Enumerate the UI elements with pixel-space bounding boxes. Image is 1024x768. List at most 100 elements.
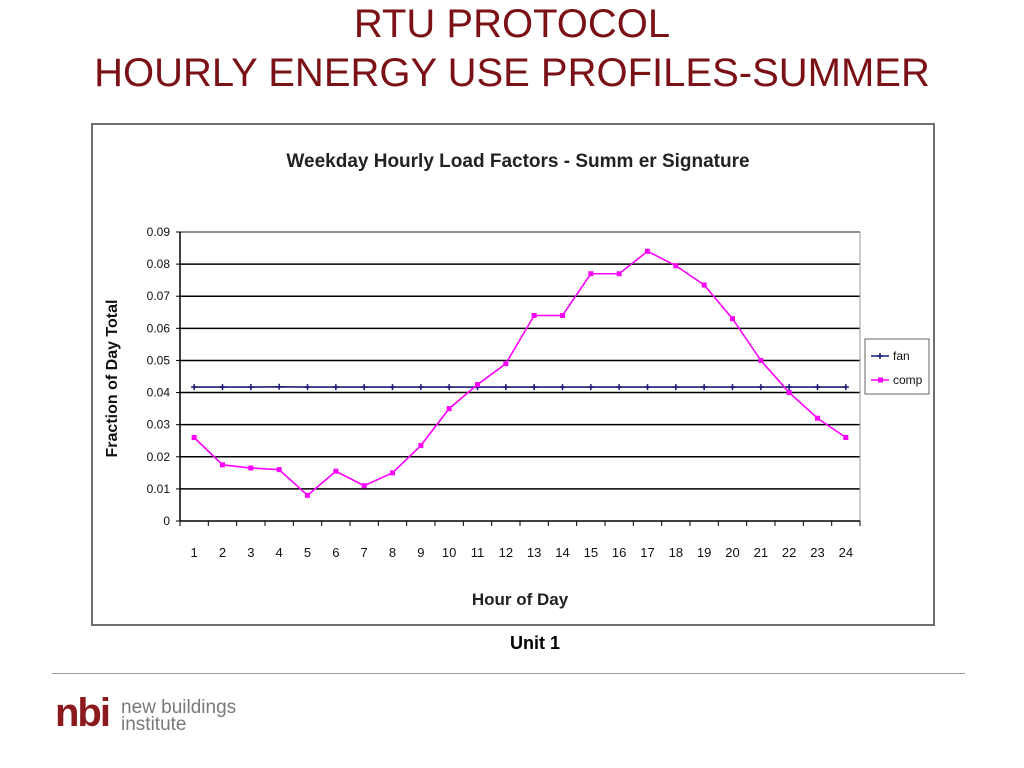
x-tick-label: 17 <box>640 545 654 560</box>
x-tick-label: 16 <box>612 545 626 560</box>
y-tick-label: 0.06 <box>147 321 171 335</box>
data-point-comp <box>616 271 622 277</box>
x-tick-label: 12 <box>499 545 513 560</box>
y-tick-label: 0.09 <box>147 225 171 239</box>
data-point-fan <box>616 384 623 391</box>
data-point-fan <box>219 384 226 391</box>
x-tick-label: 8 <box>389 545 396 560</box>
legend-label: fan <box>893 349 910 363</box>
data-point-fan <box>446 384 453 391</box>
x-tick-label: 18 <box>669 545 683 560</box>
data-point-fan <box>644 384 651 391</box>
data-point-fan <box>247 384 254 391</box>
x-tick-label: 2 <box>219 545 226 560</box>
chart-frame: Weekday Hourly Load Factors - Summ er Si… <box>91 123 935 626</box>
slide-title-line-1: RTU PROTOCOL <box>353 2 671 46</box>
data-point-comp <box>475 382 480 388</box>
x-tick-label: 5 <box>304 545 311 560</box>
legend-swatch-marker <box>877 353 883 359</box>
data-point-comp <box>531 312 537 318</box>
data-point-comp <box>305 492 310 498</box>
x-tick-label: 20 <box>725 545 739 560</box>
data-point-comp <box>758 357 764 363</box>
data-point-comp <box>588 271 594 277</box>
data-point-comp <box>333 468 339 474</box>
chart-caption: Unit 1 <box>509 633 560 653</box>
data-point-comp <box>191 435 197 441</box>
y-tick-label: 0.02 <box>147 450 171 464</box>
x-tick-label: 24 <box>839 545 853 560</box>
data-point-comp <box>446 406 452 412</box>
data-point-fan <box>389 384 396 391</box>
data-point-comp <box>248 465 254 471</box>
slide-title: RTU PROTOCOL HOURLY ENERGY USE PROFILES-… <box>0 0 1024 98</box>
data-point-fan <box>417 384 424 391</box>
logo-text: new buildings institute <box>121 697 237 735</box>
data-point-fan <box>729 384 736 391</box>
legend-box <box>864 338 930 395</box>
logo-mark: nbi <box>55 691 111 735</box>
x-tick-label: 9 <box>417 545 424 560</box>
data-point-comp <box>815 415 820 421</box>
y-tick-label: 0.05 <box>147 353 171 367</box>
data-point-fan <box>842 384 849 391</box>
data-point-fan <box>587 384 594 391</box>
x-tick-label: 13 <box>527 545 541 560</box>
data-point-fan <box>701 384 708 391</box>
y-tick-label: 0.08 <box>147 257 171 271</box>
data-point-comp <box>730 316 735 322</box>
data-point-comp <box>701 282 707 288</box>
data-point-fan <box>559 384 566 391</box>
data-point-comp <box>390 470 395 476</box>
chart-title: Weekday Hourly Load Factors - Summ er Si… <box>286 151 749 172</box>
logo-text-line-1: new buildings <box>121 697 237 718</box>
x-tick-label: 15 <box>584 545 598 560</box>
data-point-fan <box>502 384 509 391</box>
data-point-comp <box>220 462 225 468</box>
data-point-fan <box>276 383 283 390</box>
data-point-comp <box>786 390 792 396</box>
data-point-comp <box>645 248 650 254</box>
data-point-comp <box>673 263 679 269</box>
x-tick-label: 23 <box>810 545 824 560</box>
data-point-fan <box>361 384 368 391</box>
series-line-comp <box>193 250 847 497</box>
x-tick-label: 7 <box>361 545 368 560</box>
data-point-comp <box>361 483 367 489</box>
y-tick-label: 0.03 <box>147 418 171 432</box>
x-tick-label: 10 <box>442 545 456 560</box>
y-tick-label: 0.01 <box>147 482 171 496</box>
x-tick-label: 21 <box>754 545 768 560</box>
y-tick-label: 0.07 <box>147 289 171 303</box>
data-point-fan <box>332 384 339 391</box>
data-point-fan <box>531 384 538 391</box>
data-point-comp <box>503 361 509 367</box>
y-tick-label: 0 <box>163 514 170 528</box>
x-tick-label: 14 <box>555 545 569 560</box>
logo-text-line-2: institute <box>121 714 187 735</box>
data-point-fan <box>757 384 764 391</box>
x-tick-label: 19 <box>697 545 711 560</box>
legend-label: comp <box>893 373 923 387</box>
data-point-fan <box>672 384 679 391</box>
data-point-fan <box>191 384 198 391</box>
x-tick-label: 3 <box>247 545 254 560</box>
x-axis-label: Hour of Day <box>472 590 569 609</box>
data-point-comp <box>418 443 424 449</box>
x-tick-label: 11 <box>471 545 485 560</box>
data-point-comp <box>560 312 565 318</box>
footer-divider <box>52 673 965 674</box>
data-point-fan <box>786 384 793 391</box>
data-point-fan <box>304 384 311 391</box>
x-tick-label: 6 <box>332 545 339 560</box>
line-chart: Weekday Hourly Load Factors - Summ er Si… <box>104 151 930 609</box>
data-point-comp <box>843 435 849 441</box>
legend-swatch-marker <box>878 377 883 383</box>
x-tick-label: 1 <box>191 545 198 560</box>
x-tick-label: 4 <box>276 545 283 560</box>
data-point-fan <box>814 384 821 391</box>
data-point-comp <box>276 467 282 473</box>
x-tick-label: 22 <box>782 545 796 560</box>
slide-title-line-2: HOURLY ENERGY USE PROFILES-SUMMER <box>94 51 930 95</box>
y-tick-label: 0.04 <box>147 386 171 400</box>
